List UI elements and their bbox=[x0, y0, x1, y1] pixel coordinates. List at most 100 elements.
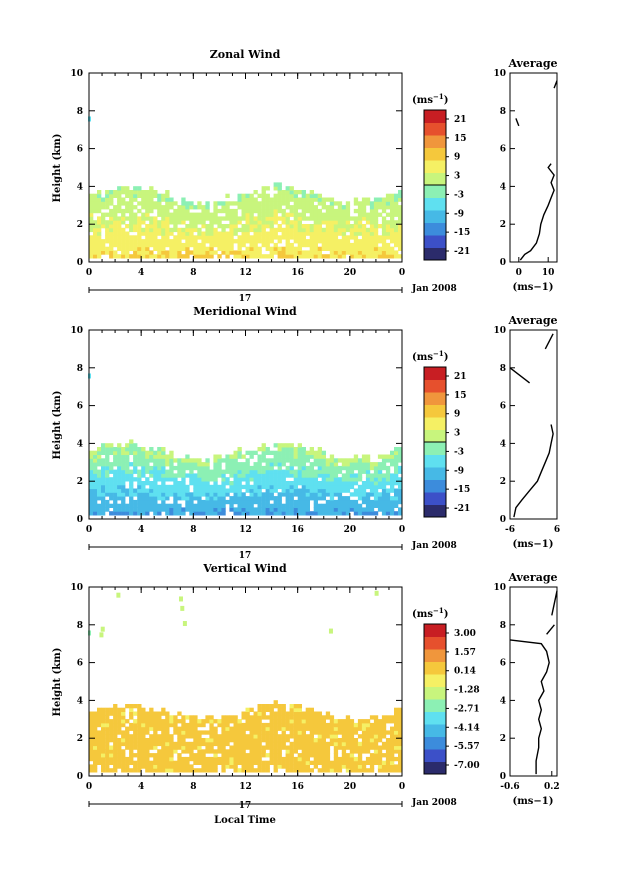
heatmap-cell bbox=[245, 511, 250, 516]
heatmap-cell bbox=[165, 764, 170, 769]
heatmap-cell bbox=[394, 511, 399, 516]
heatmap-cell bbox=[277, 503, 282, 508]
heatmap-cell bbox=[141, 738, 146, 743]
heatmap-cell bbox=[377, 756, 383, 762]
heatmap-cell bbox=[137, 499, 142, 505]
heatmap-cell bbox=[145, 749, 150, 754]
heatmap-cell bbox=[261, 753, 266, 758]
heatmap-cell bbox=[309, 193, 314, 198]
heatmap-cell bbox=[245, 760, 250, 765]
heatmap-cell bbox=[385, 201, 391, 206]
heatmap-cell bbox=[89, 193, 94, 198]
heatmap-cell bbox=[249, 212, 254, 217]
heatmap-cell bbox=[121, 227, 126, 233]
heatmap-cell bbox=[181, 741, 186, 747]
heatmap-cell bbox=[105, 753, 110, 758]
heatmap-cell bbox=[101, 492, 106, 497]
heatmap-cell bbox=[365, 473, 371, 478]
heatmap-cell bbox=[117, 503, 122, 508]
heatmap-cell bbox=[89, 250, 94, 255]
heatmap-cell bbox=[229, 738, 234, 743]
heatmap-cell bbox=[273, 484, 278, 490]
heatmap-cell bbox=[201, 488, 206, 493]
heatmap-cell bbox=[229, 473, 234, 478]
heatmap-cell bbox=[261, 711, 266, 716]
heatmap-cell bbox=[153, 756, 158, 762]
heatmap-cell bbox=[265, 473, 270, 478]
heatmap-cell bbox=[341, 745, 347, 750]
colorbar-tick-label: -9 bbox=[454, 466, 464, 476]
heatmap-cell bbox=[357, 201, 363, 206]
heatmap-cell bbox=[390, 205, 395, 210]
heatmap-cell bbox=[97, 254, 102, 259]
heatmap-cell bbox=[285, 473, 290, 478]
heatmap-cell bbox=[398, 711, 403, 716]
heatmap-cell bbox=[265, 734, 270, 739]
heatmap-cell bbox=[161, 231, 166, 236]
heatmap-cell bbox=[117, 201, 122, 206]
heatmap-cell bbox=[269, 484, 274, 490]
heatmap-cell bbox=[265, 738, 270, 743]
heatmap-cell bbox=[398, 254, 403, 259]
heatmap-cell bbox=[245, 741, 250, 747]
heatmap-cell bbox=[385, 193, 391, 198]
heatmap-cell bbox=[241, 454, 246, 459]
heatmap-cell bbox=[97, 220, 102, 225]
heatmap-cell bbox=[125, 511, 130, 516]
heatmap-cell bbox=[309, 208, 314, 214]
heatmap-cell bbox=[201, 254, 206, 259]
heatmap-cell bbox=[281, 756, 286, 762]
heatmap-cell bbox=[185, 722, 190, 728]
heatmap-cell bbox=[377, 760, 383, 765]
heatmap-cell bbox=[217, 507, 222, 512]
heatmap-cell bbox=[309, 242, 314, 248]
heatmap-cell bbox=[137, 454, 142, 459]
heatmap-cell bbox=[261, 511, 266, 516]
heatmap-cell bbox=[353, 503, 359, 508]
heatmap-cell bbox=[221, 458, 226, 463]
heatmap-cell bbox=[181, 507, 186, 512]
heatmap-cell bbox=[289, 707, 294, 712]
heatmap-cell bbox=[353, 738, 359, 743]
colorbar-segment bbox=[424, 135, 446, 148]
heatmap-cell bbox=[245, 227, 250, 233]
heatmap-cell bbox=[398, 242, 403, 248]
heatmap-cell bbox=[317, 730, 322, 735]
heatmap-cell bbox=[398, 738, 403, 743]
heatmap-cell bbox=[253, 242, 258, 248]
heatmap-cell bbox=[105, 734, 110, 739]
heatmap-cell bbox=[390, 488, 395, 493]
heatmap-cell bbox=[165, 201, 170, 206]
heatmap-cell bbox=[149, 484, 154, 490]
heatmap-cell bbox=[101, 730, 106, 735]
heatmap-cell bbox=[313, 753, 318, 758]
heatmap-cell bbox=[285, 205, 290, 210]
heatmap-cell bbox=[129, 741, 134, 747]
heatmap-cell bbox=[101, 511, 106, 516]
average-y-tick-label: 10 bbox=[493, 583, 506, 593]
heatmap-cell bbox=[293, 235, 298, 240]
heatmap-cell bbox=[113, 220, 118, 225]
heatmap-cell bbox=[245, 719, 250, 724]
heatmap-cell bbox=[317, 492, 322, 497]
heatmap-cell bbox=[341, 756, 347, 762]
heatmap-cell bbox=[317, 715, 322, 720]
heatmap-cell bbox=[285, 722, 290, 728]
heatmap-cell bbox=[117, 443, 122, 448]
heatmap-cell bbox=[361, 499, 367, 505]
heatmap-cell bbox=[181, 511, 186, 516]
heatmap-cell bbox=[269, 197, 274, 202]
heatmap-cell bbox=[309, 496, 314, 501]
heatmap-cell bbox=[97, 715, 102, 720]
heatmap-cell bbox=[309, 734, 314, 739]
heatmap-cell bbox=[381, 473, 387, 478]
heatmap-cell bbox=[317, 212, 322, 217]
heatmap-cell bbox=[121, 730, 126, 735]
heatmap-cell bbox=[313, 488, 318, 493]
heatmap-cell bbox=[337, 760, 343, 765]
heatmap-cell bbox=[277, 250, 282, 255]
heatmap-cell bbox=[305, 484, 310, 490]
heatmap-cell bbox=[273, 235, 278, 240]
heatmap-cell bbox=[205, 216, 210, 221]
heatmap-cell bbox=[145, 477, 150, 482]
